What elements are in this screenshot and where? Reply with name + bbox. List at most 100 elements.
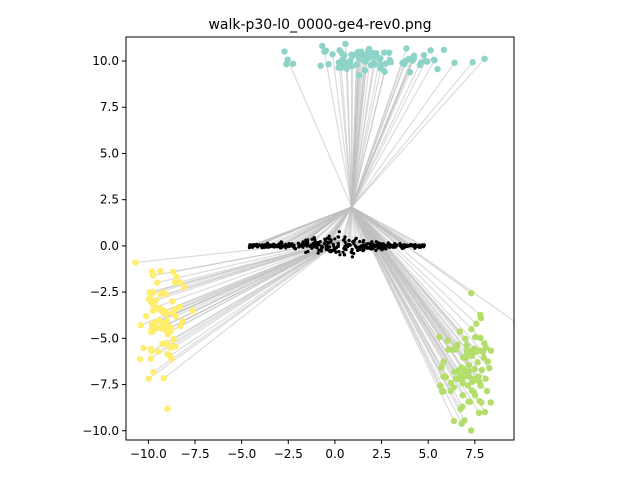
cluster-point <box>437 382 444 389</box>
cluster-point <box>317 62 324 69</box>
edge-line <box>151 239 341 352</box>
center-point <box>386 243 390 247</box>
cluster-point <box>461 417 468 424</box>
center-point <box>361 249 365 253</box>
edges-layer <box>135 43 514 424</box>
cluster-point <box>154 279 161 286</box>
center-point <box>368 246 372 251</box>
cluster-point <box>347 57 354 65</box>
cluster-point <box>340 60 347 67</box>
center-point <box>361 240 365 244</box>
cluster-point <box>338 49 346 57</box>
cluster-point <box>457 405 464 413</box>
center-point <box>342 238 346 242</box>
cluster-point <box>150 368 157 376</box>
cluster-point <box>170 335 177 343</box>
center-point <box>312 236 316 240</box>
x-tick-label: −7.5 <box>180 447 209 461</box>
center-point <box>325 236 329 240</box>
cluster-point <box>459 392 466 399</box>
center-point <box>331 242 335 247</box>
cluster-point <box>140 344 147 352</box>
center-point <box>341 250 345 254</box>
cluster-point <box>164 350 171 358</box>
cluster-point <box>289 60 297 67</box>
cluster-point <box>476 347 484 354</box>
cluster-point <box>147 328 155 336</box>
center-point <box>416 244 420 249</box>
cluster-point <box>430 56 438 63</box>
x-axis: −10.0 −7.5 −5.0 −2.5 0.0 2.5 5.0 7.5 <box>130 440 484 461</box>
cluster-point <box>444 337 451 344</box>
cluster-point <box>143 312 150 320</box>
center-point <box>304 240 309 244</box>
cluster-point <box>468 378 476 386</box>
cluster-point <box>283 61 290 68</box>
cluster-point <box>322 47 330 54</box>
cluster-point <box>440 46 448 54</box>
center-point <box>384 247 388 251</box>
center-point <box>342 253 347 257</box>
cluster-point <box>177 323 184 330</box>
cluster-point <box>471 345 478 352</box>
center-point <box>337 249 341 254</box>
center-point <box>377 241 381 246</box>
edge-line <box>351 206 470 366</box>
center-point <box>337 230 341 234</box>
cluster-point <box>149 307 157 314</box>
center-point <box>350 255 354 259</box>
center-point <box>348 243 352 247</box>
cluster-point <box>361 67 369 74</box>
center-point <box>343 240 347 244</box>
cluster-point <box>382 60 389 67</box>
cluster-point <box>399 59 406 67</box>
cluster-point <box>163 340 171 347</box>
cluster-point <box>158 324 166 331</box>
cluster-point <box>164 405 171 412</box>
center-point <box>305 242 309 247</box>
cluster-point <box>460 365 467 372</box>
center-point <box>358 239 362 244</box>
center-point <box>361 243 366 248</box>
center-point <box>343 244 347 248</box>
center-point <box>312 241 317 245</box>
cluster-point <box>482 375 489 382</box>
cluster-point <box>434 65 441 73</box>
y-tick-label: 10.0 <box>92 54 119 68</box>
cluster-point <box>365 45 373 53</box>
cluster-point <box>147 355 154 362</box>
cluster-point <box>171 279 179 286</box>
cluster-point <box>180 283 188 291</box>
x-tick-label: 7.5 <box>465 447 484 461</box>
cluster-point <box>148 290 156 297</box>
center-point <box>410 243 415 247</box>
cluster-point <box>152 297 160 304</box>
center-point <box>334 250 338 254</box>
cluster-point <box>456 328 464 335</box>
cluster-point <box>319 42 326 50</box>
center-point <box>336 241 340 246</box>
cluster-point <box>438 364 445 371</box>
cluster-point <box>465 361 473 369</box>
cluster-point <box>447 379 455 387</box>
cluster-point <box>189 307 196 314</box>
cluster-point <box>481 55 488 62</box>
center-point <box>365 246 369 250</box>
cluster-point <box>173 273 180 280</box>
cluster-point <box>137 322 144 329</box>
cluster-point <box>478 366 486 374</box>
cluster-point <box>325 60 332 68</box>
y-tick-label: 5.0 <box>100 146 119 160</box>
cluster-point <box>145 375 152 382</box>
cluster-point <box>162 308 170 315</box>
y-tick-label: 2.5 <box>100 193 119 207</box>
center-point <box>315 240 319 245</box>
cluster-point <box>481 408 489 416</box>
x-tick-label: −2.5 <box>274 447 303 461</box>
cluster-point <box>483 387 491 395</box>
cluster-point <box>464 382 472 389</box>
cluster-point <box>471 392 479 399</box>
center-point <box>356 246 360 250</box>
cluster-point <box>468 289 475 297</box>
